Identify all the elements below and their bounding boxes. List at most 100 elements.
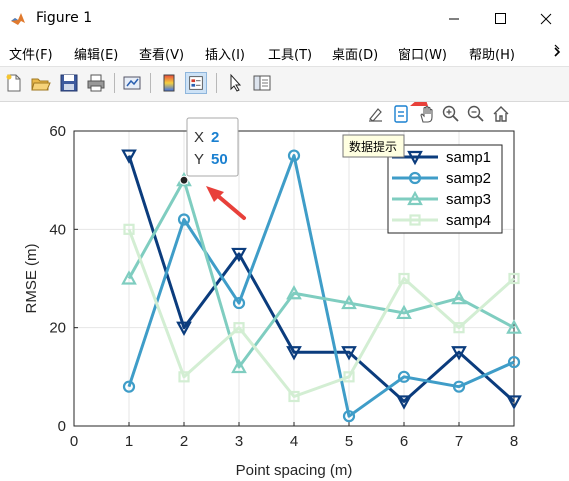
data-point[interactable] xyxy=(506,319,522,334)
menu-tools[interactable]: 工具(T) xyxy=(268,48,313,63)
y-tick-label: 0 xyxy=(58,418,66,435)
data-point[interactable] xyxy=(286,284,302,300)
series-line[interactable] xyxy=(127,155,515,403)
x-tick-label: 1 xyxy=(125,433,133,450)
x-tick-label: 5 xyxy=(345,433,353,450)
home-icon[interactable] xyxy=(491,104,511,124)
pan-icon[interactable] xyxy=(417,104,437,124)
data-point[interactable] xyxy=(451,346,467,361)
data-point[interactable] xyxy=(451,289,467,305)
legend-item[interactable]: samp3 xyxy=(392,190,491,208)
toolbar-separator xyxy=(150,73,151,93)
data-point[interactable] xyxy=(507,355,521,369)
datatip-marker[interactable] xyxy=(179,175,189,185)
x-tick-label: 2 xyxy=(180,433,188,450)
x-tick-label: 8 xyxy=(510,433,518,450)
data-point[interactable] xyxy=(287,149,301,162)
legend-item[interactable]: samp4 xyxy=(392,212,491,229)
x-tick-label: 7 xyxy=(455,433,463,450)
series-samp4[interactable] xyxy=(123,223,520,403)
property-inspector-icon[interactable] xyxy=(251,72,273,94)
menu-window[interactable]: 窗口(W) xyxy=(398,48,447,63)
x-tick-label: 0 xyxy=(70,433,78,450)
data-point[interactable] xyxy=(396,304,412,320)
data-point[interactable] xyxy=(121,149,137,164)
data-point[interactable] xyxy=(233,322,245,334)
tooltip-text: 数据提示 xyxy=(349,139,397,154)
data-tips-icon[interactable] xyxy=(391,104,411,124)
data-point[interactable] xyxy=(176,321,192,336)
data-point[interactable] xyxy=(288,390,300,403)
legend-box xyxy=(387,144,503,234)
data-point[interactable] xyxy=(178,371,190,383)
new-figure-icon[interactable] xyxy=(3,72,25,94)
series-line[interactable] xyxy=(127,178,515,369)
open-file-icon[interactable] xyxy=(30,72,52,94)
edit-plot-icon[interactable] xyxy=(224,72,246,94)
data-point[interactable] xyxy=(232,296,246,310)
legend-label: samp4 xyxy=(446,212,491,229)
series-samp2[interactable] xyxy=(122,149,521,423)
data-point[interactable] xyxy=(452,380,466,393)
series-line[interactable] xyxy=(127,228,515,398)
print-icon[interactable] xyxy=(85,72,107,94)
series-line[interactable] xyxy=(127,154,515,418)
data-point[interactable] xyxy=(398,272,410,285)
annotation-arrow xyxy=(206,186,246,220)
line-chart[interactable]: 0 1 2 3 4 5 6 7 8 0 20 40 60 Point spacing (m) RMSE … xyxy=(0,102,569,481)
legend-icon[interactable] xyxy=(185,72,207,94)
legend-marker[interactable] xyxy=(409,214,421,226)
legend-marker[interactable] xyxy=(407,150,423,166)
chevron-right-icon[interactable] xyxy=(552,44,564,58)
save-icon[interactable] xyxy=(58,72,80,94)
menu-insert[interactable]: 插入(I) xyxy=(205,48,245,63)
legend[interactable]: samp1 samp2 samp3 samp4 xyxy=(387,144,503,234)
data-point[interactable] xyxy=(396,395,412,410)
data-point[interactable] xyxy=(231,247,247,263)
menu-view[interactable]: 查看(V) xyxy=(139,48,185,63)
y-tick-label: 60 xyxy=(49,123,66,140)
maximize-icon[interactable] xyxy=(477,0,523,38)
data-point[interactable] xyxy=(123,223,135,235)
figure-canvas: 0 1 2 3 4 5 6 7 8 0 20 40 60 Point spacing (m) RMSE … xyxy=(0,102,569,481)
series-samp1[interactable] xyxy=(121,149,522,410)
data-point[interactable] xyxy=(341,346,357,361)
series-samp3[interactable] xyxy=(121,171,522,374)
data-point[interactable] xyxy=(286,346,302,361)
zoom-out-icon[interactable] xyxy=(466,104,486,124)
data-point[interactable] xyxy=(508,272,520,285)
data-point[interactable] xyxy=(122,380,136,393)
legend-marker[interactable] xyxy=(407,190,423,206)
legend-marker[interactable] xyxy=(408,171,422,185)
data-point[interactable] xyxy=(453,322,465,334)
annotation-arrow xyxy=(410,102,428,106)
toolbar-separator xyxy=(114,73,115,93)
menu-edit[interactable]: 编辑(E) xyxy=(74,48,119,63)
menu-file[interactable]: 文件(F) xyxy=(9,48,53,63)
data-point[interactable] xyxy=(506,395,522,410)
x-axis-label: Point spacing (m) xyxy=(236,462,353,479)
brush-icon[interactable] xyxy=(366,104,386,124)
toolbar-separator xyxy=(216,73,217,93)
colorbar-icon[interactable] xyxy=(158,72,180,94)
menu-bar: 文件(F) 编辑(E) 查看(V) 插入(I) 工具(T) 桌面(D) 窗口(W… xyxy=(0,38,569,67)
data-point[interactable] xyxy=(231,358,247,374)
link-plot-icon[interactable] xyxy=(121,72,143,94)
data-point[interactable] xyxy=(177,213,191,226)
x-tick-label: 6 xyxy=(400,433,408,450)
datatip-x-value: 2 xyxy=(211,129,219,146)
data-point[interactable] xyxy=(121,270,137,285)
legend-item[interactable]: samp2 xyxy=(392,170,491,187)
legend-label: samp2 xyxy=(446,170,491,187)
menu-help[interactable]: 帮助(H) xyxy=(469,48,515,63)
data-point[interactable] xyxy=(341,294,357,310)
zoom-in-icon[interactable] xyxy=(441,104,461,124)
close-icon[interactable] xyxy=(523,0,569,38)
tooltip: 数据提示 xyxy=(342,134,405,158)
data-point[interactable] xyxy=(342,410,356,423)
datatip[interactable]: X 2 Y 50 xyxy=(186,117,239,177)
data-point[interactable] xyxy=(343,371,355,383)
minimize-icon[interactable] xyxy=(431,0,477,38)
menu-desktop[interactable]: 桌面(D) xyxy=(332,48,379,63)
data-point[interactable] xyxy=(397,370,411,383)
